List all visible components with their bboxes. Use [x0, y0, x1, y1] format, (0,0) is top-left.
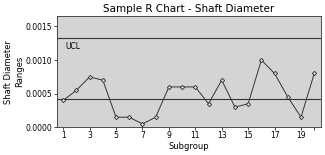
X-axis label: Subgroup: Subgroup	[168, 142, 209, 151]
Title: Sample R Chart - Shaft Diameter: Sample R Chart - Shaft Diameter	[103, 4, 274, 14]
Text: UCL: UCL	[66, 42, 81, 51]
Y-axis label: Shaft Diameter
Ranges: Shaft Diameter Ranges	[4, 40, 24, 104]
